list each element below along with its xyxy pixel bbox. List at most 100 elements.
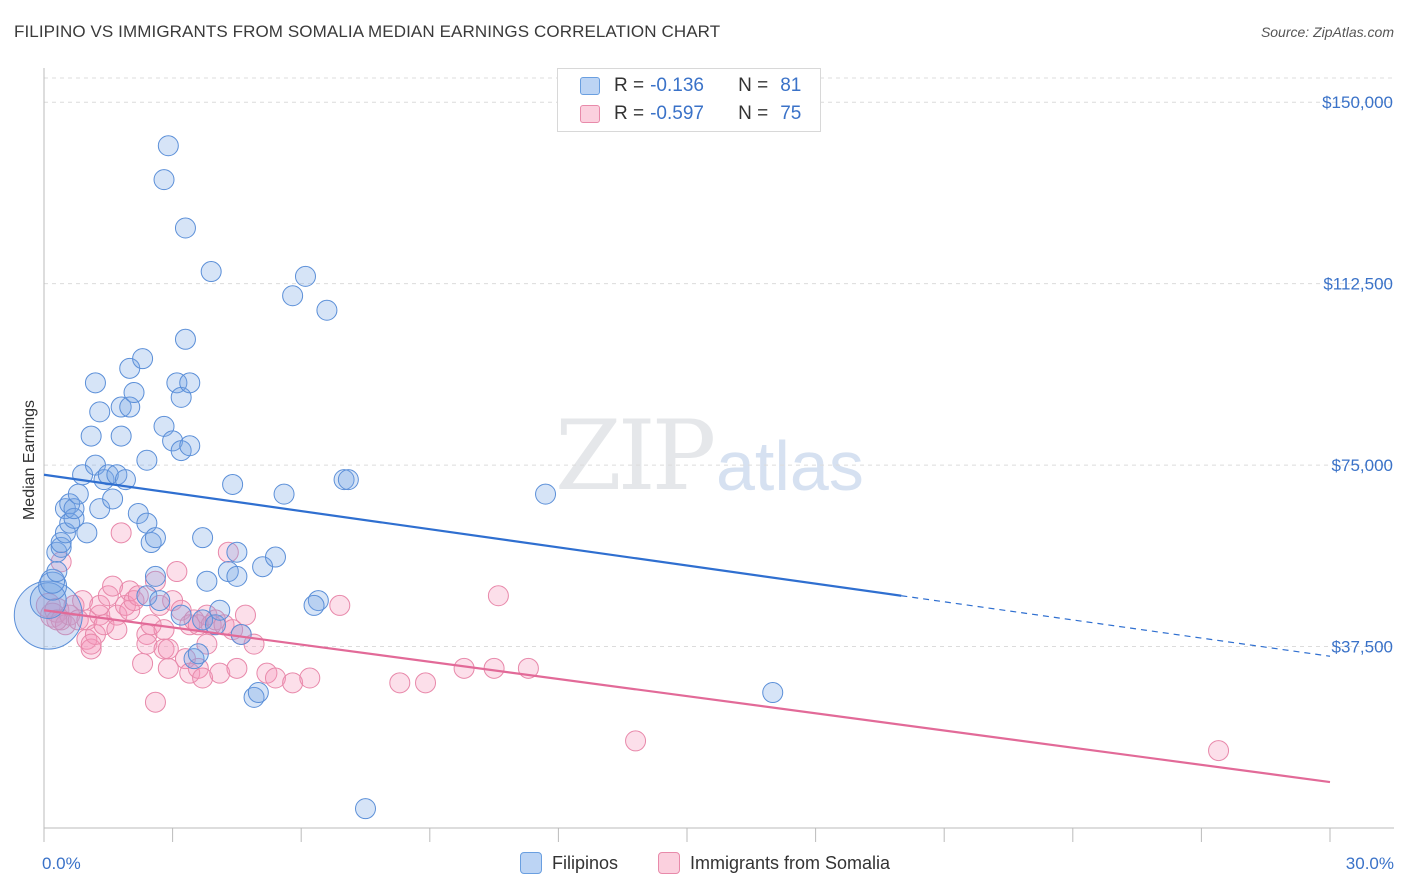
y-tick-label: $37,500 [1332, 638, 1393, 657]
filipino-point [174, 217, 196, 239]
filipino-point [38, 571, 68, 601]
correlation-legend: R = -0.136 N = 81 R = -0.597 N = 75 [557, 68, 821, 132]
filipino-point [762, 682, 784, 704]
filipino-point [303, 594, 325, 616]
somalia-trend-line [43, 609, 1331, 784]
somalia-point [1208, 740, 1230, 762]
somalia-point [153, 619, 175, 641]
legend-swatch-pink [580, 105, 600, 123]
filipino-point [192, 527, 214, 549]
source-label: Source: ZipAtlas.com [1260, 24, 1394, 40]
x-tick-label-min: 0.0% [42, 854, 81, 873]
filipino-point [179, 372, 201, 394]
legend-item-somalia[interactable]: Immigrants from Somalia [658, 852, 890, 874]
legend-row-filipinos: R = -0.136 N = 81 [580, 74, 801, 98]
filipino-point [132, 348, 154, 370]
filipino-point [157, 135, 179, 157]
filipino-point [333, 469, 355, 491]
watermark-atlas: atlas [716, 427, 864, 505]
filipino-point [149, 590, 171, 612]
filipino-point [226, 565, 248, 587]
legend-n-value: 75 [780, 103, 802, 124]
filipino-point [67, 483, 89, 505]
filipino-point [136, 449, 158, 471]
legend-r-value: -0.136 [650, 75, 704, 96]
filipino-point [192, 609, 214, 631]
somalia-point [625, 730, 647, 752]
filipino-point [209, 599, 231, 621]
legend-n-value: 81 [780, 75, 802, 96]
filipino-point [230, 623, 252, 645]
filipino-point [89, 401, 111, 423]
y-tick-label: $75,000 [1332, 456, 1393, 475]
somalia-point [234, 604, 256, 626]
somalia-point [106, 619, 128, 641]
y-axis-label: Median Earnings [21, 400, 38, 520]
filipino-point [179, 435, 201, 457]
filipino-point [200, 261, 222, 283]
filipino-point [144, 527, 166, 549]
axis-labels: $37,500 $75,000 $112,500 $150,000 0.0% 30.0% M… [21, 93, 1394, 873]
filipino-point [76, 522, 98, 544]
filipino-point [337, 469, 359, 491]
legend-r-label: R = [614, 75, 645, 96]
legend-item-filipinos[interactable]: Filipinos [520, 852, 618, 874]
somalia-point [329, 594, 351, 616]
filipino-points [13, 135, 784, 820]
filipino-point [123, 382, 145, 404]
somalia-point [102, 575, 124, 597]
legend-label-filipinos: Filipinos [552, 852, 619, 873]
filipino-point [226, 541, 248, 563]
somalia-point [299, 667, 321, 689]
chart-title: FILIPINO VS IMMIGRANTS FROM SOMALIA MEDI… [14, 22, 721, 41]
filipino-point [170, 604, 192, 626]
somalia-point [46, 609, 68, 631]
filipino-point [40, 568, 66, 594]
somalia-point [80, 633, 102, 655]
somalia-point [110, 522, 132, 544]
filipino-point [153, 169, 175, 191]
legend-r-value: -0.597 [650, 103, 704, 124]
filipino-point [282, 285, 304, 307]
somalia-point [264, 667, 286, 689]
somalia-point [127, 585, 149, 607]
filipino-point [273, 483, 295, 505]
somalia-point [144, 691, 166, 713]
legend-r-label: R = [614, 103, 645, 124]
legend-label-somalia: Immigrants from Somalia [690, 852, 891, 873]
somalia-point [217, 541, 239, 563]
somalia-point [157, 657, 179, 679]
filipino-point [264, 546, 286, 568]
filipino-point [294, 265, 316, 287]
filipino-point [535, 483, 557, 505]
somalia-point [415, 672, 437, 694]
axes [43, 68, 1394, 842]
somalia-point [132, 652, 154, 674]
filipino-point [80, 425, 102, 447]
somalia-point [282, 672, 304, 694]
somalia-point [209, 662, 231, 684]
filipino-point [46, 561, 68, 583]
legend-row-somalia: R = -0.597 N = 75 [580, 102, 801, 126]
filipino-point [174, 328, 196, 350]
y-tick-label: $150,000 [1322, 93, 1393, 112]
filipino-point [187, 643, 209, 665]
legend-n-label: N = [738, 75, 769, 96]
filipino-point [110, 396, 132, 418]
filipino-trend-extension [901, 595, 1331, 657]
somalia-point [389, 672, 411, 694]
legend-n-label: N = [738, 103, 769, 124]
y-tick-label: $112,500 [1323, 275, 1393, 294]
series-legend: Filipinos Immigrants from Somalia [0, 852, 1406, 878]
grid-lines [44, 77, 1394, 648]
somalia-point [483, 657, 505, 679]
filipino-point [84, 372, 106, 394]
somalia-point [157, 638, 179, 660]
watermark-zip: ZIP [555, 400, 716, 512]
filipino-point [247, 682, 269, 704]
filipino-point [136, 585, 158, 607]
filipino-point [355, 798, 376, 820]
somalia-point [487, 585, 509, 607]
filipino-point [316, 299, 338, 321]
